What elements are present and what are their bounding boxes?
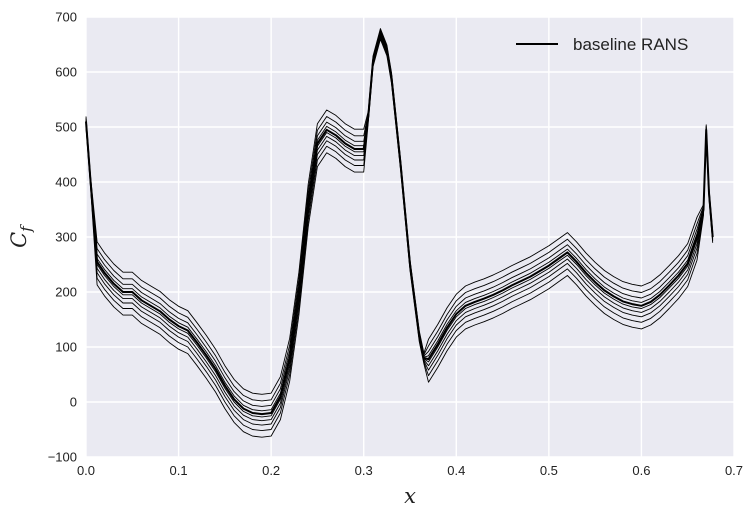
y-tick-label: 500 — [55, 120, 77, 135]
y-axis-label: Cf — [7, 224, 35, 248]
x-tick-label: 0.4 — [447, 463, 465, 478]
y-tick-label: 200 — [55, 285, 77, 300]
y-tick-label: 0 — [70, 395, 77, 410]
y-tick-label: 300 — [55, 230, 77, 245]
y-axis-label-subscript: f — [17, 224, 35, 233]
y-tick-label: −100 — [48, 450, 77, 465]
x-tick-label: 0.2 — [262, 463, 280, 478]
grid — [85, 16, 735, 458]
y-tick-label: 100 — [55, 340, 77, 355]
y-axis-label-main: C — [7, 232, 31, 248]
legend: baseline RANS — [516, 35, 688, 54]
x-tick-label: 0.3 — [355, 463, 373, 478]
tick-labels: 0.0 0.1 0.2 0.3 0.4 0.5 0.6 0.7 −100 0 100 200 300 40… — [48, 10, 743, 479]
legend-label-baseline-rans: baseline RANS — [573, 35, 688, 54]
series-line-realization — [85, 28, 714, 395]
series-layer — [85, 28, 714, 438]
x-tick-label: 0.0 — [77, 463, 95, 478]
x-axis-label: x — [404, 484, 416, 508]
x-tick-label: 0.6 — [632, 463, 650, 478]
y-tick-label: 600 — [55, 65, 77, 80]
y-tick-label: 700 — [55, 10, 77, 25]
y-tick-label: 400 — [55, 175, 77, 190]
x-tick-label: 0.5 — [540, 463, 558, 478]
x-tick-label: 0.7 — [725, 463, 743, 478]
x-tick-label: 0.1 — [170, 463, 188, 478]
